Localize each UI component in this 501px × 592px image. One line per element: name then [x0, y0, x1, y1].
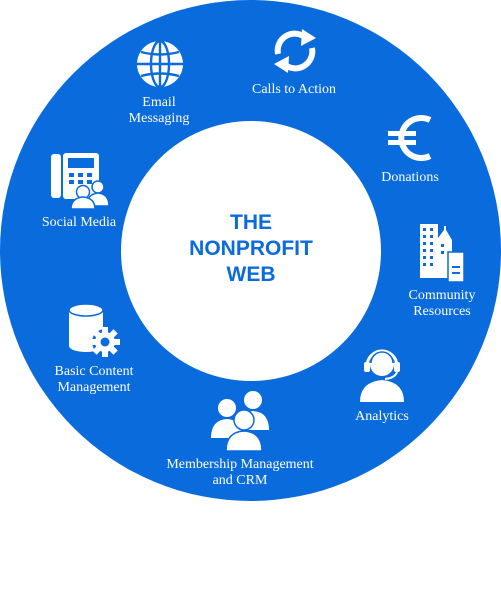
buildings-icon — [420, 224, 465, 283]
segment-label-analytics: Analytics — [355, 409, 409, 424]
euro-icon — [388, 115, 432, 161]
globe-icon — [137, 39, 183, 89]
segment-label-donations: Donations — [381, 170, 439, 185]
center-hub — [121, 121, 381, 381]
refresh-arrows-icon — [274, 29, 316, 73]
segment-label-email-messaging: Email Messaging — [128, 95, 190, 126]
segment-label-community-resources: Community Resources — [408, 288, 476, 319]
phone-users-icon — [51, 153, 110, 210]
segment-label-social-media: Social Media — [41, 215, 117, 230]
segment-label-calls-to-action: Calls to Action — [252, 82, 336, 97]
segment-label-membership-management-crm: Membership Management and CRM — [166, 457, 314, 488]
user-group-icon — [211, 391, 269, 452]
database-gear-icon — [68, 303, 120, 357]
headset-user-icon — [360, 349, 404, 402]
hub-title: THE NONPROFIT WEB — [189, 211, 313, 286]
segment-label-basic-content-management: Basic Content Management — [54, 364, 134, 395]
